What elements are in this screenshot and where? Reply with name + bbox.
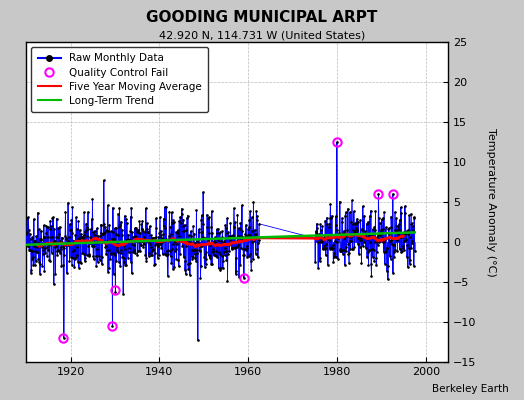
Text: GOODING MUNICIPAL ARPT: GOODING MUNICIPAL ARPT [146,10,378,25]
Text: Berkeley Earth: Berkeley Earth [432,384,508,394]
Text: 42.920 N, 114.731 W (United States): 42.920 N, 114.731 W (United States) [159,30,365,40]
Y-axis label: Temperature Anomaly (°C): Temperature Anomaly (°C) [486,128,496,276]
Legend: Raw Monthly Data, Quality Control Fail, Five Year Moving Average, Long-Term Tren: Raw Monthly Data, Quality Control Fail, … [31,47,208,112]
